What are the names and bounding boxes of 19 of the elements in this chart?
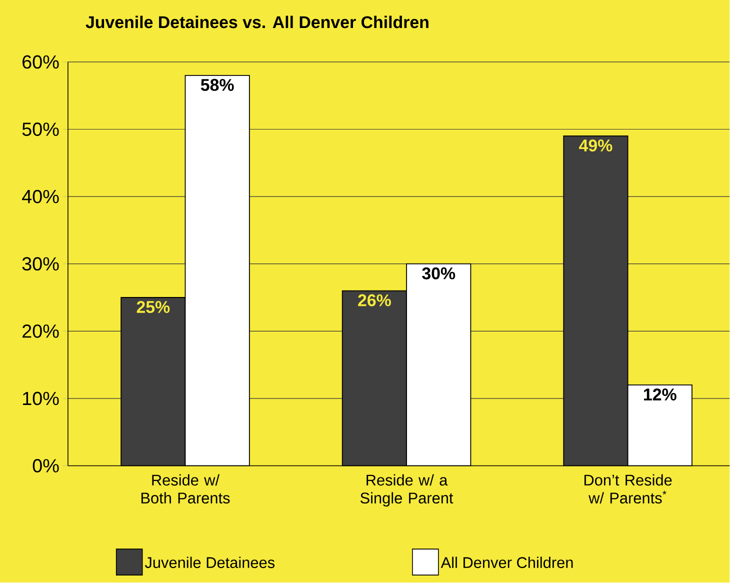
chart-title: Juvenile Detainees vs. All Denver Children	[86, 16, 428, 28]
data-label: 26%	[358, 294, 391, 306]
y-tick-label: 50%	[22, 122, 59, 136]
legend-label: All Denver Children	[440, 556, 573, 568]
x-tick-label: Reside w/ Both Parents	[141, 474, 230, 504]
y-tick-label: 20%	[22, 324, 59, 338]
y-tick-label: 30%	[22, 257, 59, 271]
y-tick-label: 60%	[22, 55, 59, 69]
data-label: 30%	[422, 268, 456, 280]
data-label: 49%	[579, 140, 612, 152]
data-label: 25%	[136, 301, 170, 314]
data-label: 58%	[200, 79, 234, 92]
legend-label: Juvenile Detainees	[144, 556, 275, 568]
x-tick-label: Don’t Reside w/ Parents$^{*}$	[584, 474, 672, 504]
y-tick-label: 0%	[32, 459, 59, 473]
x-tick-label: Reside w/ a Single Parent	[360, 474, 454, 507]
y-tick-label: 40%	[22, 190, 59, 204]
y-tick-label: 10%	[23, 392, 59, 406]
data-label: 12%	[644, 388, 676, 401]
